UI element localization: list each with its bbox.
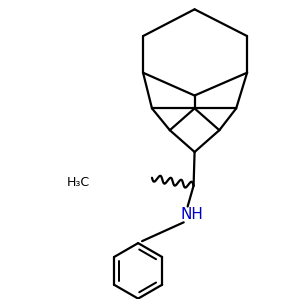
Text: NH: NH — [180, 207, 203, 222]
Text: H₃C: H₃C — [66, 176, 90, 189]
